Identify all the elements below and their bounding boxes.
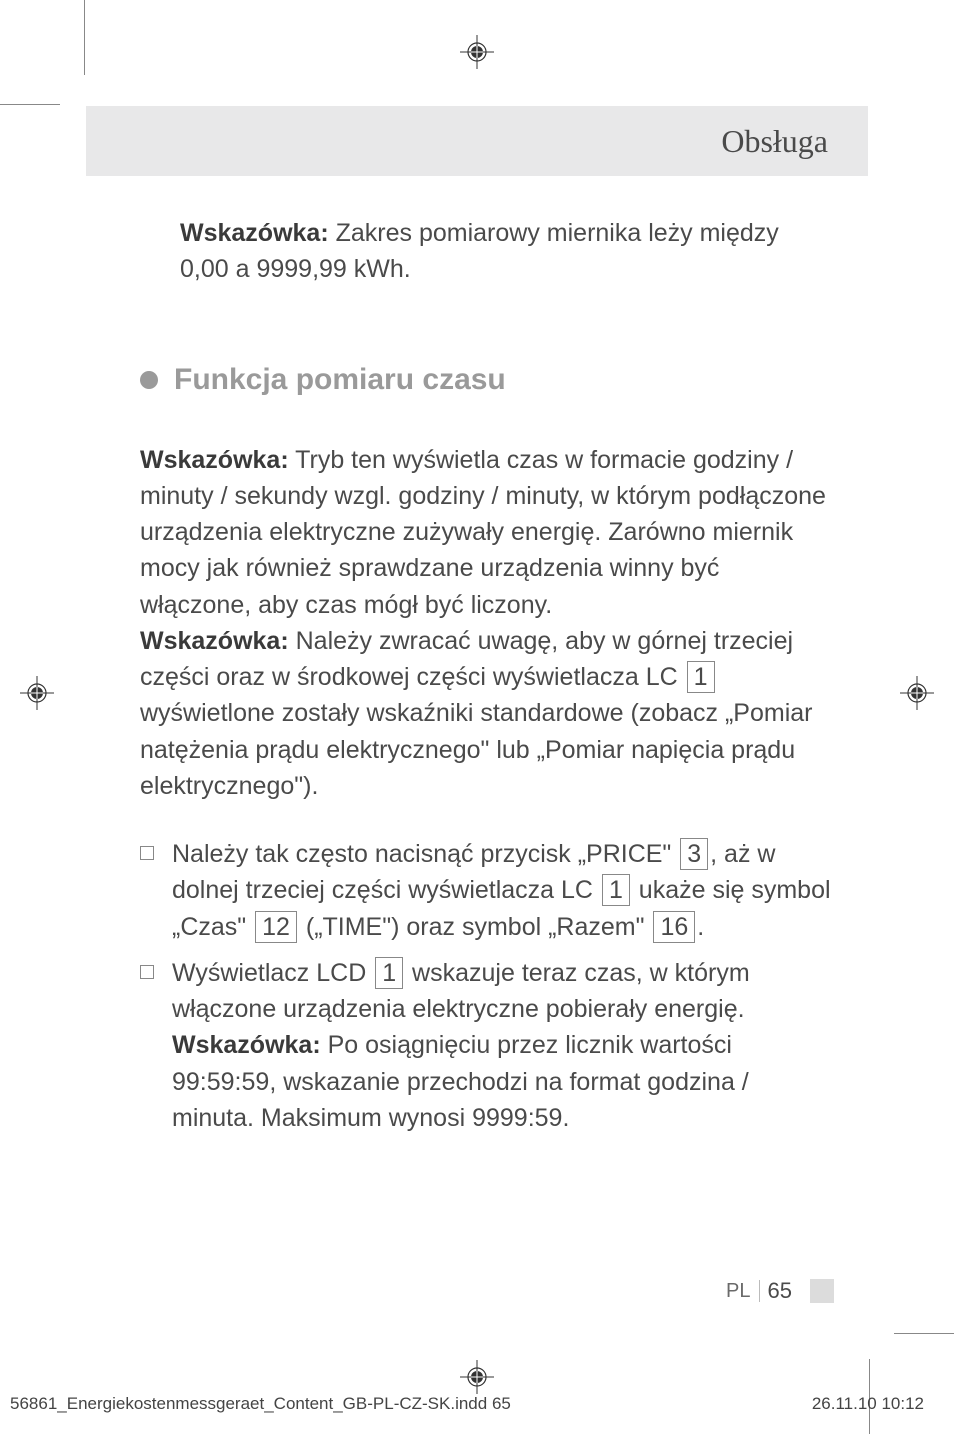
list-item-1: Należy tak często nacisnąć przycisk „PRI… bbox=[140, 836, 834, 945]
page-number: 65 bbox=[768, 1278, 792, 1304]
ref-box: 1 bbox=[375, 957, 403, 989]
crop-mark bbox=[84, 0, 85, 75]
paragraph-2: Wskazówka: Należy zwracać uwagę, aby w g… bbox=[140, 623, 834, 804]
list-marker-icon bbox=[140, 846, 154, 860]
ref-box: 1 bbox=[687, 661, 715, 693]
intro-bold: Wskazówka: bbox=[180, 219, 329, 247]
meta-date: 26.11.10 10:12 bbox=[812, 1394, 924, 1414]
heading-text: Funkcja pomiaru czasu bbox=[174, 363, 506, 397]
li2-t1: Wyświetlacz LCD bbox=[172, 959, 373, 987]
li1-t5: . bbox=[697, 913, 704, 941]
meta-file: 56861_Energiekostenmessgeraet_Content_GB… bbox=[10, 1394, 511, 1414]
p2-bold: Wskazówka: bbox=[140, 627, 289, 655]
li1-t1: Należy tak często nacisnąć przycisk „PRI… bbox=[172, 840, 678, 868]
registration-mark bbox=[460, 1360, 494, 1394]
ref-box: 3 bbox=[680, 838, 708, 870]
page-footer: PL 65 bbox=[726, 1278, 834, 1304]
list-item-2: Wyświetlacz LCD 1 wskazuje teraz czas, w… bbox=[140, 955, 834, 1136]
ref-box: 1 bbox=[602, 874, 630, 906]
intro-paragraph: Wskazówka: Zakres pomiarowy miernika leż… bbox=[140, 215, 834, 288]
crop-mark bbox=[894, 1333, 954, 1334]
page-lang: PL bbox=[726, 1280, 750, 1303]
li2-bold: Wskazówka: bbox=[172, 1031, 321, 1059]
crop-mark bbox=[0, 104, 60, 105]
p1-bold: Wskazówka: bbox=[140, 446, 289, 474]
p2-t2: wyświetlone zostały wskaźniki standardow… bbox=[140, 699, 813, 800]
ref-box: 16 bbox=[653, 911, 695, 943]
divider bbox=[759, 1280, 760, 1302]
paragraph-1: Wskazówka: Tryb ten wyświetla czas w for… bbox=[140, 442, 834, 623]
header-title: Obsługa bbox=[721, 123, 828, 160]
page-block bbox=[810, 1279, 834, 1303]
registration-mark bbox=[460, 35, 494, 69]
content-area: Wskazówka: Zakres pomiarowy miernika leż… bbox=[140, 215, 834, 1136]
bullet-icon bbox=[140, 371, 158, 389]
print-meta: 56861_Energiekostenmessgeraet_Content_GB… bbox=[10, 1394, 924, 1414]
list-marker-icon bbox=[140, 965, 154, 979]
li1-text: Należy tak często nacisnąć przycisk „PRI… bbox=[172, 836, 834, 945]
registration-mark bbox=[20, 676, 54, 710]
ref-box: 12 bbox=[255, 911, 297, 943]
li2-text: Wyświetlacz LCD 1 wskazuje teraz czas, w… bbox=[172, 955, 834, 1136]
li1-t4: („TIME") oraz symbol „Razem" bbox=[299, 913, 652, 941]
section-heading: Funkcja pomiaru czasu bbox=[140, 363, 834, 397]
header-bar: Obsługa bbox=[86, 106, 868, 176]
registration-mark bbox=[900, 676, 934, 710]
